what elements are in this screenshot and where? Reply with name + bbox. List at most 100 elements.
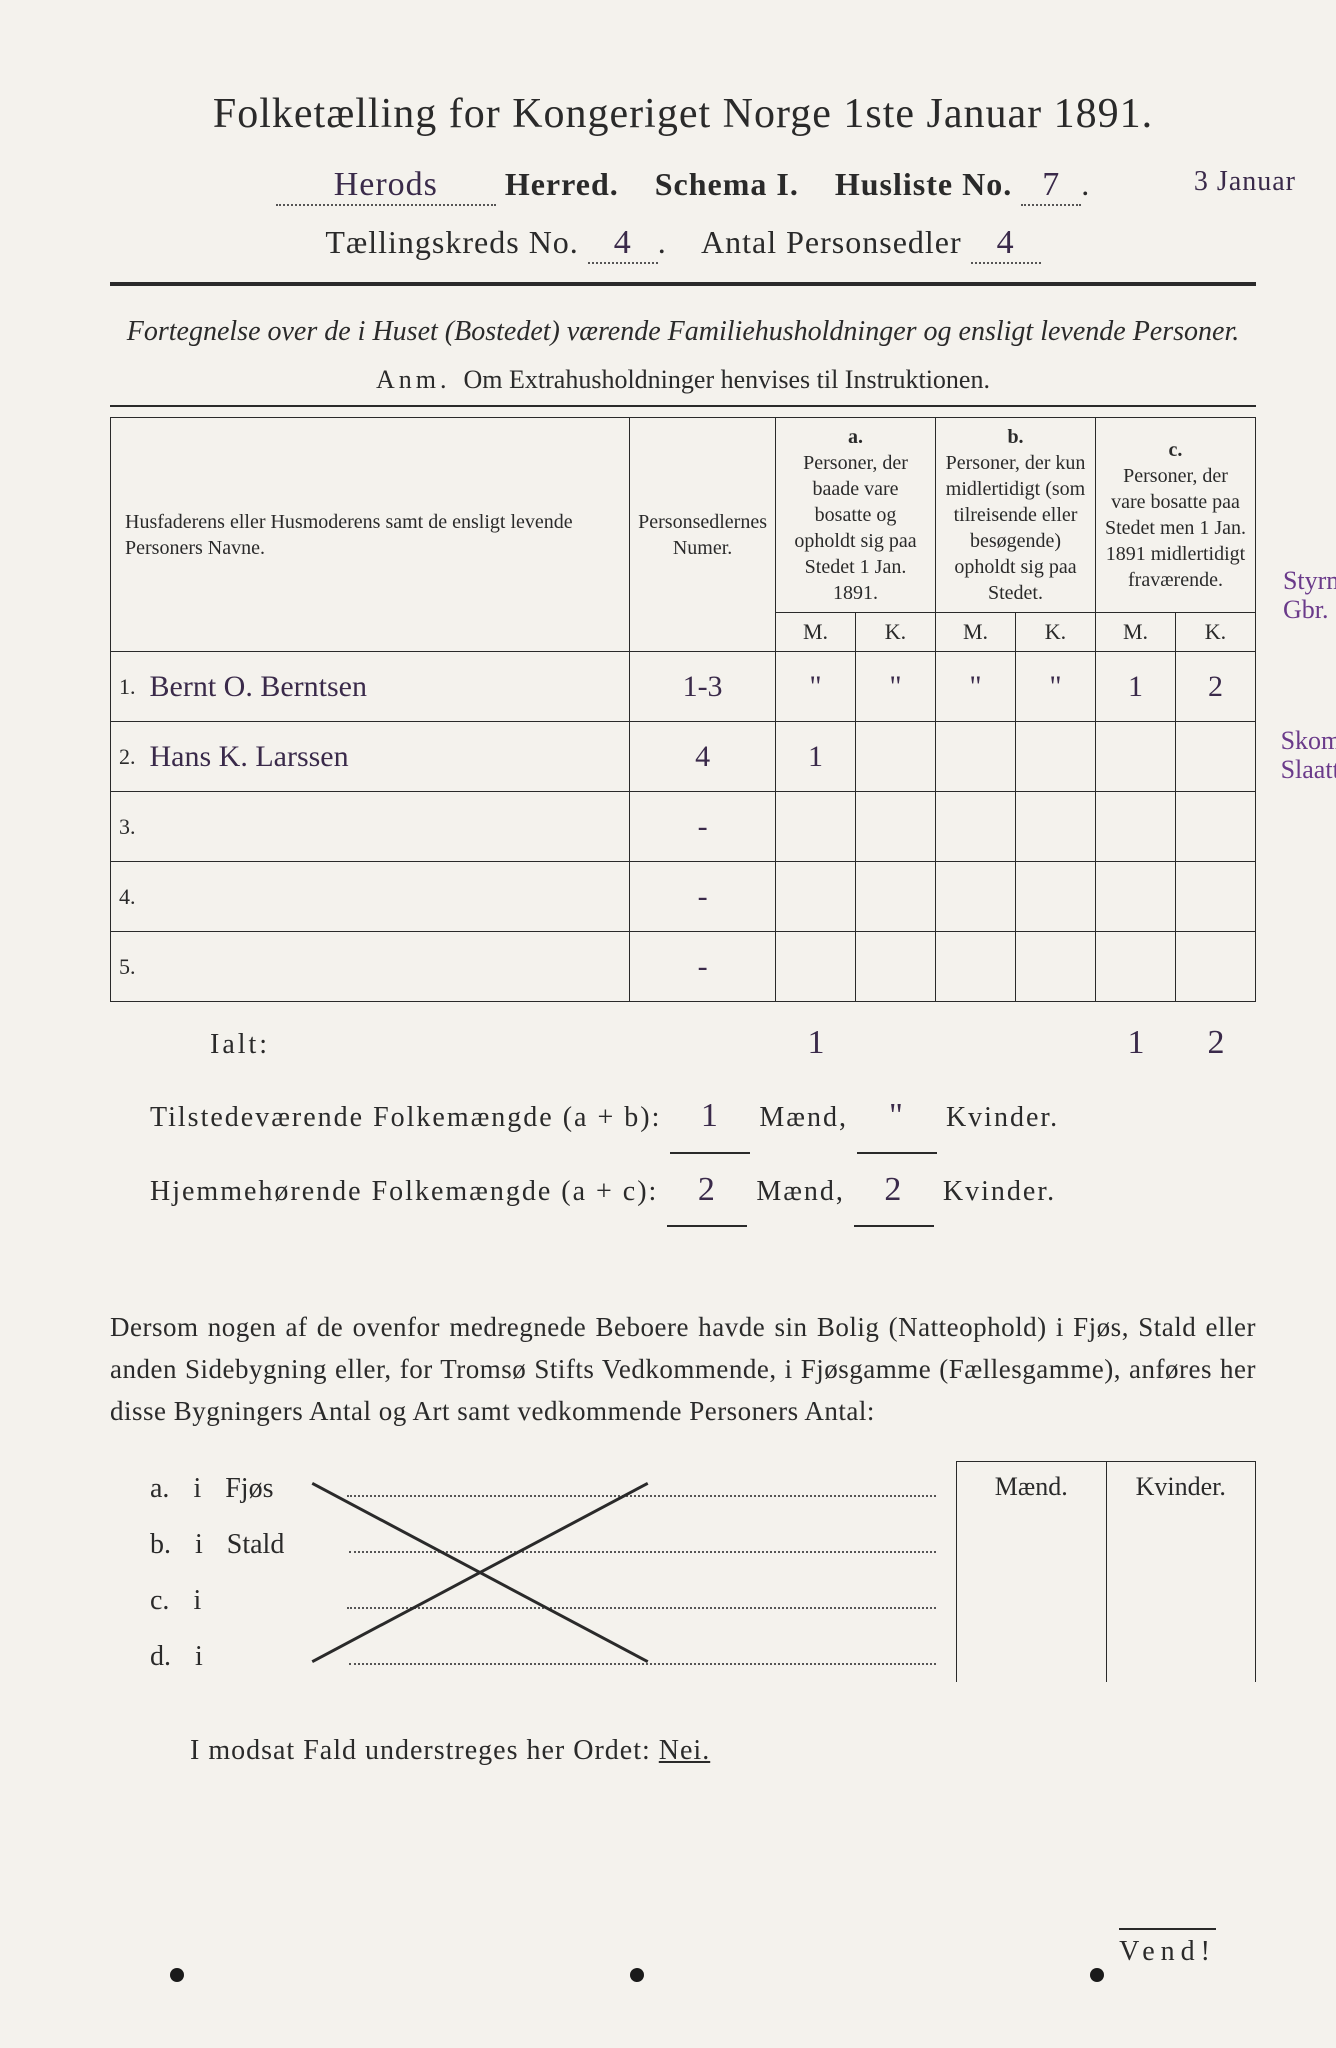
summary-line-1: Tilstedeværende Folkemængde (a + b): 1 M… xyxy=(150,1080,1256,1153)
th-num: Personsedlernes Numer. xyxy=(630,418,776,652)
row-key: a. xyxy=(150,1461,169,1517)
summary-line-2: Hjemmehørende Folkemængde (a + c): 2 Mæn… xyxy=(150,1154,1256,1227)
anm-label: Anm. xyxy=(376,365,451,394)
cell-bM: " xyxy=(936,652,1016,722)
row-i: i xyxy=(195,1517,203,1573)
th-name: Husfaderens eller Husmoderens samt de en… xyxy=(111,418,630,652)
row-key: c. xyxy=(150,1573,169,1629)
cell-cK xyxy=(1176,862,1256,932)
cell-bK: " xyxy=(1016,652,1096,722)
ialt-row: Ialt: 1 1 2 xyxy=(110,1024,1256,1062)
row-key: b. xyxy=(150,1517,171,1573)
punch-hole xyxy=(170,1968,184,1982)
th-b-k: K. xyxy=(1016,613,1096,652)
table-row: 2.Hans K. Larssen41 xyxy=(111,722,1256,792)
table-row: 3. - xyxy=(111,792,1256,862)
th-b: b. Personer, der kun midlertidigt (som t… xyxy=(936,418,1096,613)
person-name: Hans K. Larssen xyxy=(140,722,630,792)
table-row: 4. - xyxy=(111,862,1256,932)
dotted-fill xyxy=(347,1469,936,1497)
cell-bM xyxy=(936,932,1016,1002)
vend-label: Vend! xyxy=(1119,1928,1216,1968)
ialt-aM: 1 xyxy=(776,1024,856,1062)
cell-cM xyxy=(1096,932,1176,1002)
cell-bM xyxy=(936,862,1016,932)
cell-cM: 1 xyxy=(1096,652,1176,722)
person-num: - xyxy=(630,932,776,1002)
page-title: Folketælling for Kongeriget Norge 1ste J… xyxy=(110,90,1256,138)
row-number: 3. xyxy=(111,792,140,862)
row-i: i xyxy=(195,1629,203,1685)
census-form-page: Folketælling for Kongeriget Norge 1ste J… xyxy=(110,90,1256,1988)
person-num: - xyxy=(630,792,776,862)
cell-aM: 1 xyxy=(776,722,856,792)
cell-aK xyxy=(856,722,936,792)
margin-note-top: StyrmandGbr. Selv. xyxy=(1283,567,1336,624)
dotted-fill xyxy=(349,1637,936,1665)
punch-hole xyxy=(1090,1968,1104,1982)
cell-cM xyxy=(1096,792,1176,862)
dotted-fill xyxy=(347,1581,936,1609)
cell-cM xyxy=(1096,722,1176,792)
cell-bM xyxy=(936,722,1016,792)
row-number: 5. xyxy=(111,932,140,1002)
row-number: 4. xyxy=(111,862,140,932)
cell-cK xyxy=(1176,932,1256,1002)
cell-cM xyxy=(1096,862,1176,932)
kvinder-col: Kvinder. xyxy=(1107,1462,1256,1682)
cell-bK xyxy=(1016,862,1096,932)
cell-aM xyxy=(776,792,856,862)
row-number: 2. xyxy=(111,722,140,792)
table-row: 1.Bernt O. Berntsen1-3""""12 xyxy=(111,652,1256,722)
ialt-cK: 2 xyxy=(1176,1024,1256,1062)
cell-bK xyxy=(1016,932,1096,1002)
bottom-list: a. i Fjøs b. i Stald c. i d. i xyxy=(110,1461,956,1685)
table-wrapper: StyrmandGbr. Selv. SkomagerSlaattem. Hus… xyxy=(110,417,1256,1002)
person-num: 1-3 xyxy=(630,652,776,722)
row-i: i xyxy=(193,1461,201,1517)
cell-aM xyxy=(776,862,856,932)
row-i: i xyxy=(193,1573,201,1629)
antal-label: Antal Personsedler xyxy=(701,224,962,260)
person-num: 4 xyxy=(630,722,776,792)
margin-date: 3 Januar xyxy=(1194,166,1296,198)
th-c: c. Personer, der vare bosatte paa Stedet… xyxy=(1096,418,1256,613)
kreds-label: Tællingskreds No. xyxy=(325,224,578,260)
husliste-no: 7 xyxy=(1021,166,1081,206)
kreds-no: 4 xyxy=(588,224,658,264)
bottom-section: a. i Fjøs b. i Stald c. i d. i Mænd. Kvinder. xyxy=(110,1461,1256,1685)
instruction-paragraph: Dersom nogen af de ovenfor medregnede Be… xyxy=(110,1307,1256,1433)
person-name xyxy=(140,792,630,862)
header-line-2: Tællingskreds No. 4. Antal Personsedler … xyxy=(110,224,1256,264)
cell-cK: 2 xyxy=(1176,652,1256,722)
row-number: 1. xyxy=(111,652,140,722)
cell-cK xyxy=(1176,792,1256,862)
maend-col: Mænd. xyxy=(957,1462,1107,1682)
cell-aK xyxy=(856,792,936,862)
bottom-list-row: a. i Fjøs xyxy=(150,1461,956,1517)
th-c-m: M. xyxy=(1096,613,1176,652)
summary-block: Tilstedeværende Folkemængde (a + b): 1 M… xyxy=(110,1080,1256,1227)
cell-bK xyxy=(1016,722,1096,792)
cell-aM xyxy=(776,932,856,1002)
bottom-list-row: b. i Stald xyxy=(150,1517,956,1573)
header-line-1: Herods Herred. Schema I. Husliste No. 7.… xyxy=(110,166,1256,206)
dotted-fill xyxy=(349,1525,936,1553)
husliste-label: Husliste No. xyxy=(835,166,1012,202)
herred-value: Herods xyxy=(276,166,496,206)
row-key: d. xyxy=(150,1629,171,1685)
cell-bK xyxy=(1016,792,1096,862)
divider xyxy=(110,282,1256,286)
cell-aK: " xyxy=(856,652,936,722)
subtitle: Fortegnelse over de i Huset (Bostedet) v… xyxy=(110,312,1256,351)
row-label: Stald xyxy=(227,1517,317,1573)
person-num: - xyxy=(630,862,776,932)
maend-kvinder-box: Mænd. Kvinder. xyxy=(956,1461,1256,1682)
th-a: a. Personer, der baade vare bosatte og o… xyxy=(776,418,936,613)
cell-bM xyxy=(936,792,1016,862)
cell-aM: " xyxy=(776,652,856,722)
person-name: Bernt O. Berntsen xyxy=(140,652,630,722)
th-a-m: M. xyxy=(776,613,856,652)
row-label: Fjøs xyxy=(225,1461,315,1517)
margin-note-row2: SkomagerSlaattem. xyxy=(1281,727,1336,784)
